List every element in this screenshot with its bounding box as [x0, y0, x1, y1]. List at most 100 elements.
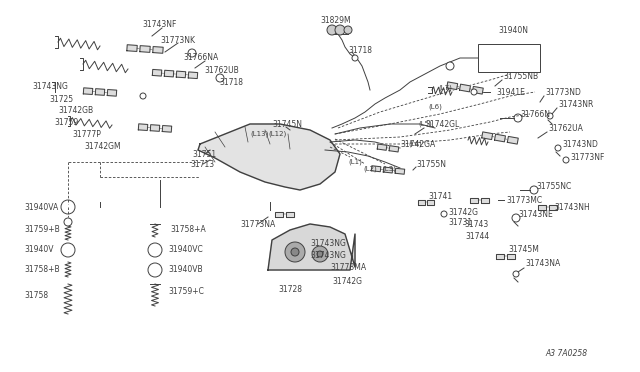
Text: (L4): (L4): [408, 141, 422, 147]
Polygon shape: [418, 199, 425, 205]
Text: 31773NA: 31773NA: [240, 219, 275, 228]
Text: 31743NA: 31743NA: [525, 260, 560, 269]
Text: 31766NA: 31766NA: [183, 52, 218, 61]
Text: 31755NB: 31755NB: [503, 71, 538, 80]
Text: 31759+B: 31759+B: [24, 224, 60, 234]
Polygon shape: [152, 70, 162, 76]
Polygon shape: [150, 125, 160, 131]
Text: 31718: 31718: [219, 77, 243, 87]
Text: 31773MC: 31773MC: [506, 196, 542, 205]
Circle shape: [441, 211, 447, 217]
Bar: [478, 44, 540, 72]
Text: 31758: 31758: [24, 292, 48, 301]
Text: 31941E: 31941E: [496, 87, 525, 96]
Text: 31743NG: 31743NG: [310, 251, 346, 260]
Polygon shape: [268, 224, 355, 270]
Text: 31742G: 31742G: [448, 208, 478, 217]
Polygon shape: [371, 166, 381, 172]
Text: 31743: 31743: [464, 219, 488, 228]
Text: 31743NF: 31743NF: [142, 19, 177, 29]
Polygon shape: [198, 124, 340, 190]
Polygon shape: [377, 144, 387, 150]
Text: (L2): (L2): [363, 166, 377, 172]
Circle shape: [471, 89, 477, 95]
Polygon shape: [395, 168, 404, 174]
Polygon shape: [153, 46, 163, 53]
Polygon shape: [495, 134, 506, 142]
Circle shape: [317, 251, 323, 257]
Circle shape: [291, 248, 299, 256]
Polygon shape: [140, 46, 150, 52]
Polygon shape: [389, 146, 399, 152]
Polygon shape: [497, 253, 504, 259]
Circle shape: [344, 26, 352, 34]
Text: (L3): (L3): [382, 166, 396, 172]
Text: 31777P: 31777P: [72, 129, 101, 138]
Polygon shape: [460, 84, 470, 92]
Text: 31940V: 31940V: [24, 246, 54, 254]
Circle shape: [352, 55, 358, 61]
Text: 31713: 31713: [190, 160, 214, 169]
Text: 31728: 31728: [278, 285, 302, 295]
Text: 31742G: 31742G: [332, 278, 362, 286]
Circle shape: [555, 145, 561, 151]
Text: 31743NG: 31743NG: [32, 81, 68, 90]
Circle shape: [188, 49, 196, 57]
Circle shape: [140, 93, 146, 99]
Polygon shape: [176, 71, 186, 78]
Text: 31743NG: 31743NG: [310, 240, 346, 248]
Text: 31773ND: 31773ND: [545, 87, 581, 96]
Text: 31940VA: 31940VA: [24, 202, 58, 212]
Text: 31744: 31744: [465, 231, 489, 241]
Circle shape: [216, 74, 224, 82]
Text: (L5): (L5): [418, 121, 432, 127]
Text: 31745M: 31745M: [508, 246, 539, 254]
Text: 31743NH: 31743NH: [554, 202, 589, 212]
Text: 31940N: 31940N: [498, 26, 528, 35]
Circle shape: [312, 246, 328, 262]
Circle shape: [335, 25, 345, 35]
Circle shape: [512, 214, 520, 222]
Polygon shape: [508, 253, 515, 259]
Text: 31742GA: 31742GA: [400, 140, 435, 148]
Polygon shape: [83, 88, 93, 94]
Text: 31742GL: 31742GL: [425, 119, 460, 128]
Polygon shape: [508, 137, 518, 144]
Text: 31725: 31725: [49, 94, 73, 103]
Text: 31743NR: 31743NR: [558, 99, 593, 109]
Polygon shape: [481, 198, 490, 202]
Text: (L12): (L12): [268, 131, 286, 137]
Text: A3 7A0258: A3 7A0258: [545, 350, 587, 359]
Polygon shape: [447, 82, 458, 90]
Text: 31758+B: 31758+B: [24, 266, 60, 275]
Polygon shape: [275, 212, 284, 217]
Polygon shape: [108, 90, 116, 96]
Polygon shape: [95, 89, 105, 95]
Text: (L7): (L7): [438, 85, 452, 91]
Text: 31755NC: 31755NC: [536, 182, 572, 190]
Polygon shape: [470, 198, 479, 202]
Text: 31940VC: 31940VC: [168, 246, 203, 254]
Polygon shape: [538, 205, 547, 209]
Text: 31773NK: 31773NK: [160, 35, 195, 45]
Text: 31762UB: 31762UB: [204, 65, 239, 74]
Polygon shape: [287, 212, 294, 217]
Text: 31755N: 31755N: [416, 160, 446, 169]
Polygon shape: [138, 124, 148, 131]
Text: 31829M: 31829M: [320, 16, 351, 25]
Text: 31758+A: 31758+A: [170, 224, 205, 234]
Text: 31731: 31731: [448, 218, 472, 227]
Text: 31742GB: 31742GB: [58, 106, 93, 115]
Text: 31742GM: 31742GM: [84, 141, 120, 151]
Polygon shape: [427, 199, 434, 205]
Polygon shape: [482, 132, 493, 140]
Text: 31940VB: 31940VB: [168, 266, 203, 275]
Polygon shape: [383, 167, 393, 173]
Text: 31759: 31759: [54, 118, 78, 126]
Circle shape: [446, 62, 454, 70]
Text: 31751: 31751: [192, 150, 216, 158]
Text: (L13): (L13): [250, 131, 268, 137]
Polygon shape: [472, 86, 483, 94]
Circle shape: [64, 218, 72, 226]
Text: 31759+C: 31759+C: [168, 288, 204, 296]
